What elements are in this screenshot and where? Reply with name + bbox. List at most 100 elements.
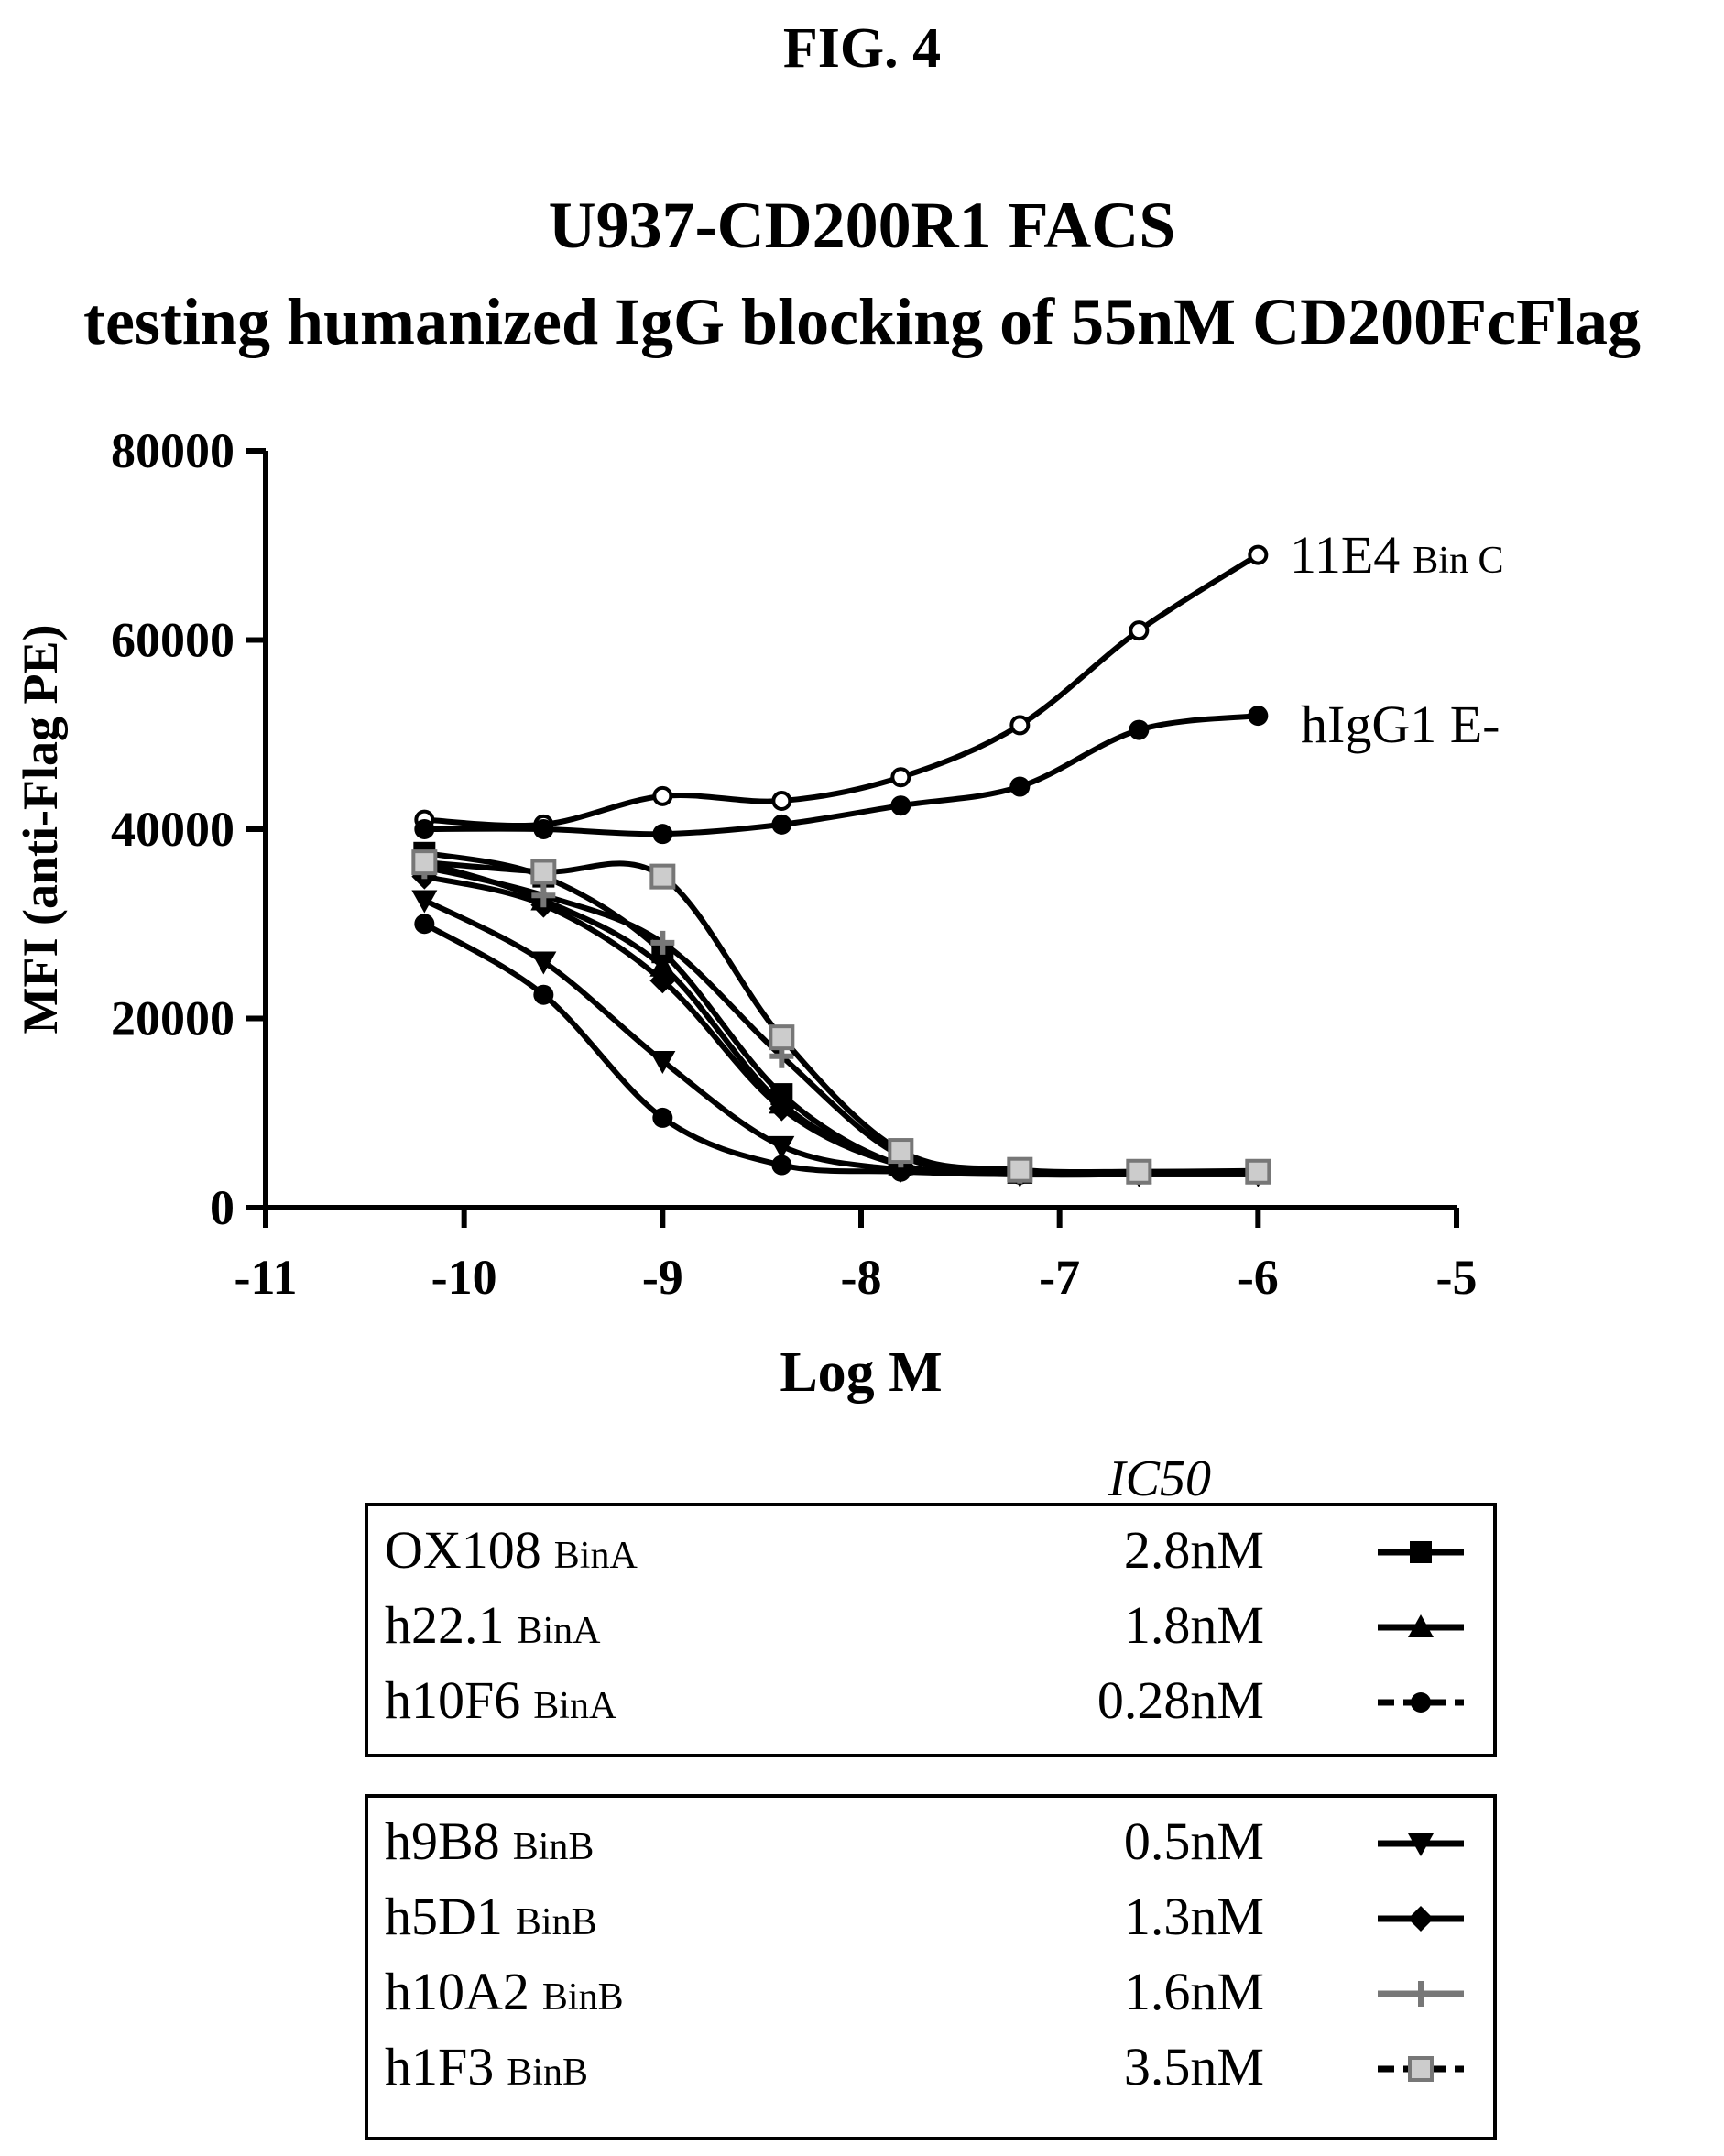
chart-subtitle: testing humanized IgG blocking of 55nM C… [82,285,1642,358]
x-tick-label: -6 [1238,1250,1279,1305]
data-point-h5d1 [649,968,676,994]
legend-series-name: h10A2 [385,1962,529,2021]
legend-ic50-value: 0.5nM [1123,1811,1264,1871]
x-tick-label: -9 [642,1250,683,1305]
y-tick-label: 20000 [111,991,235,1046]
y-axis-title: MFI (anti-Flag PE) [13,625,68,1034]
data-point-higg1-e [1129,719,1150,740]
chart-plot: 0 20000 40000 60000 80000 -11 -10 -9 -8 -7 -6 -5 Log… [13,423,1503,1404]
legend-bin-label: BinB [515,1901,597,1943]
series-line-11e4 [424,553,1260,829]
legend-series-name: h1F3 [385,2037,495,2096]
data-point-11e4 [1129,620,1150,641]
legend-row: h10F6 BinA 0.28nM [368,1669,1493,1739]
x-tick-label: -5 [1436,1250,1478,1305]
legend-symbol-icon [1378,1614,1464,1637]
data-point-h10f6 [771,1155,792,1176]
legend-ic50-value: 2.8nM [1123,1520,1264,1580]
legend-series-name: h9B8 [385,1811,500,1871]
series-line-higg1-e [424,713,1259,837]
legend-bin-label: BinB [512,1826,595,1868]
legend-ic50-value: 1.6nM [1123,1962,1264,2021]
data-point-h10f6 [533,984,554,1005]
data-point-higg1-e [414,819,435,839]
legend-ic50-value: 0.28nM [1097,1670,1264,1730]
legend-symbol-icon [1378,1906,1464,1932]
data-point-h1f3 [1126,1158,1152,1185]
x-axis-title: Log M [780,1341,942,1404]
legend-ic50-header: IC50 [1108,1450,1211,1507]
legend-group-bin-a: OX108 BinA 2.8nM h22.1 BinA 1.8nM h10F6 BinA 0.2… [365,1503,1497,1757]
legend-label: h10A2 BinB [385,1961,624,2022]
data-point-higg1-e [890,795,911,816]
legend-row: h1F3 BinB 3.5nM [368,2036,1493,2106]
data-point-h1f3 [411,849,438,876]
data-point-higg1-e [533,819,554,839]
legend-symbol-icon [1378,1833,1464,1856]
legend-label: OX108 BinA [385,1519,638,1581]
data-point-h1f3 [888,1138,914,1165]
y-tick-label: 0 [210,1180,235,1235]
data-point-higg1-e [1248,706,1269,727]
data-point-h10a2 [531,883,556,908]
data-point-h10a2 [650,930,675,955]
data-point-h1f3 [769,1024,795,1051]
legend-series-name: h5D1 [385,1887,503,1946]
legend-row: h5D1 BinB 1.3nM [368,1886,1493,1955]
legend-bin-label: BinB [507,2052,588,2094]
legend-ic50-value: 1.8nM [1123,1595,1264,1655]
data-point-higg1-e [771,814,792,835]
series-line-h5d1 [423,873,1259,1176]
y-tick-label: 80000 [111,423,235,478]
series-line-h9b8 [422,897,1259,1178]
data-point-h9b8 [649,1050,676,1074]
series-line-h1f3 [424,859,1259,1176]
legend-label: h9B8 BinB [385,1811,594,1872]
data-point-h1f3 [649,863,676,890]
x-tick-label: -11 [234,1250,297,1305]
data-point-11e4 [652,785,673,806]
legend-symbol-icon [1378,2056,1464,2082]
data-point-h10f6 [414,914,435,935]
legend-ic50-value: 1.3nM [1123,1887,1264,1946]
legend-series-name: h10F6 [385,1670,521,1730]
data-point-h10f6 [652,1107,673,1128]
legend-symbol-icon [1378,1981,1464,2007]
legend-label: h5D1 BinB [385,1886,597,1947]
x-tick-label: -10 [431,1250,497,1305]
legend-series-name: OX108 [385,1520,541,1580]
legend-symbol-icon [1378,1692,1464,1713]
legend-row: h9B8 BinB 0.5nM [368,1811,1493,1880]
data-point-h1f3 [1007,1156,1033,1183]
data-point-h1f3 [530,859,557,885]
legend-label: h1F3 BinB [385,2036,588,2097]
legend-bin-label: BinA [533,1685,617,1727]
chart-title: U937-CD200R1 FACS [548,189,1176,262]
legend-bin-label: BinB [541,1976,624,2019]
data-point-higg1-e [652,824,673,845]
data-point-h5d1 [769,1095,795,1122]
legend-symbol-icon [1378,1541,1464,1563]
curve-label: hIgG1 E- [1301,695,1500,754]
data-point-11e4 [890,767,911,788]
y-tick-label: 40000 [111,802,235,857]
x-tick-label: -7 [1039,1250,1080,1305]
figure-label: FIG. 4 [782,17,942,80]
legend-bin-label: BinA [517,1610,601,1652]
y-tick-label: 60000 [111,613,235,668]
data-point-h9b8 [411,890,438,914]
legend-row: h22.1 BinA 1.8nM [368,1594,1493,1664]
legend-group-bin-b: h9B8 BinB 0.5nM h5D1 BinB 1.3nM h10A2 BinB 1.6nM… [365,1794,1497,2140]
data-point-11e4 [1248,544,1269,565]
data-point-11e4 [771,791,792,812]
data-point-h22-1 [649,953,676,977]
legend-bin-label: BinA [553,1535,638,1577]
data-point-h9b8 [769,1135,795,1159]
legend-row: OX108 BinA 2.8nM [368,1519,1493,1589]
data-point-11e4 [1009,715,1031,736]
data-point-higg1-e [1009,776,1031,797]
x-tick-label: -8 [841,1250,882,1305]
legend-label: h22.1 BinA [385,1594,601,1656]
legend-ic50-value: 3.5nM [1123,2037,1264,2096]
legend-series-name: h22.1 [385,1595,505,1655]
